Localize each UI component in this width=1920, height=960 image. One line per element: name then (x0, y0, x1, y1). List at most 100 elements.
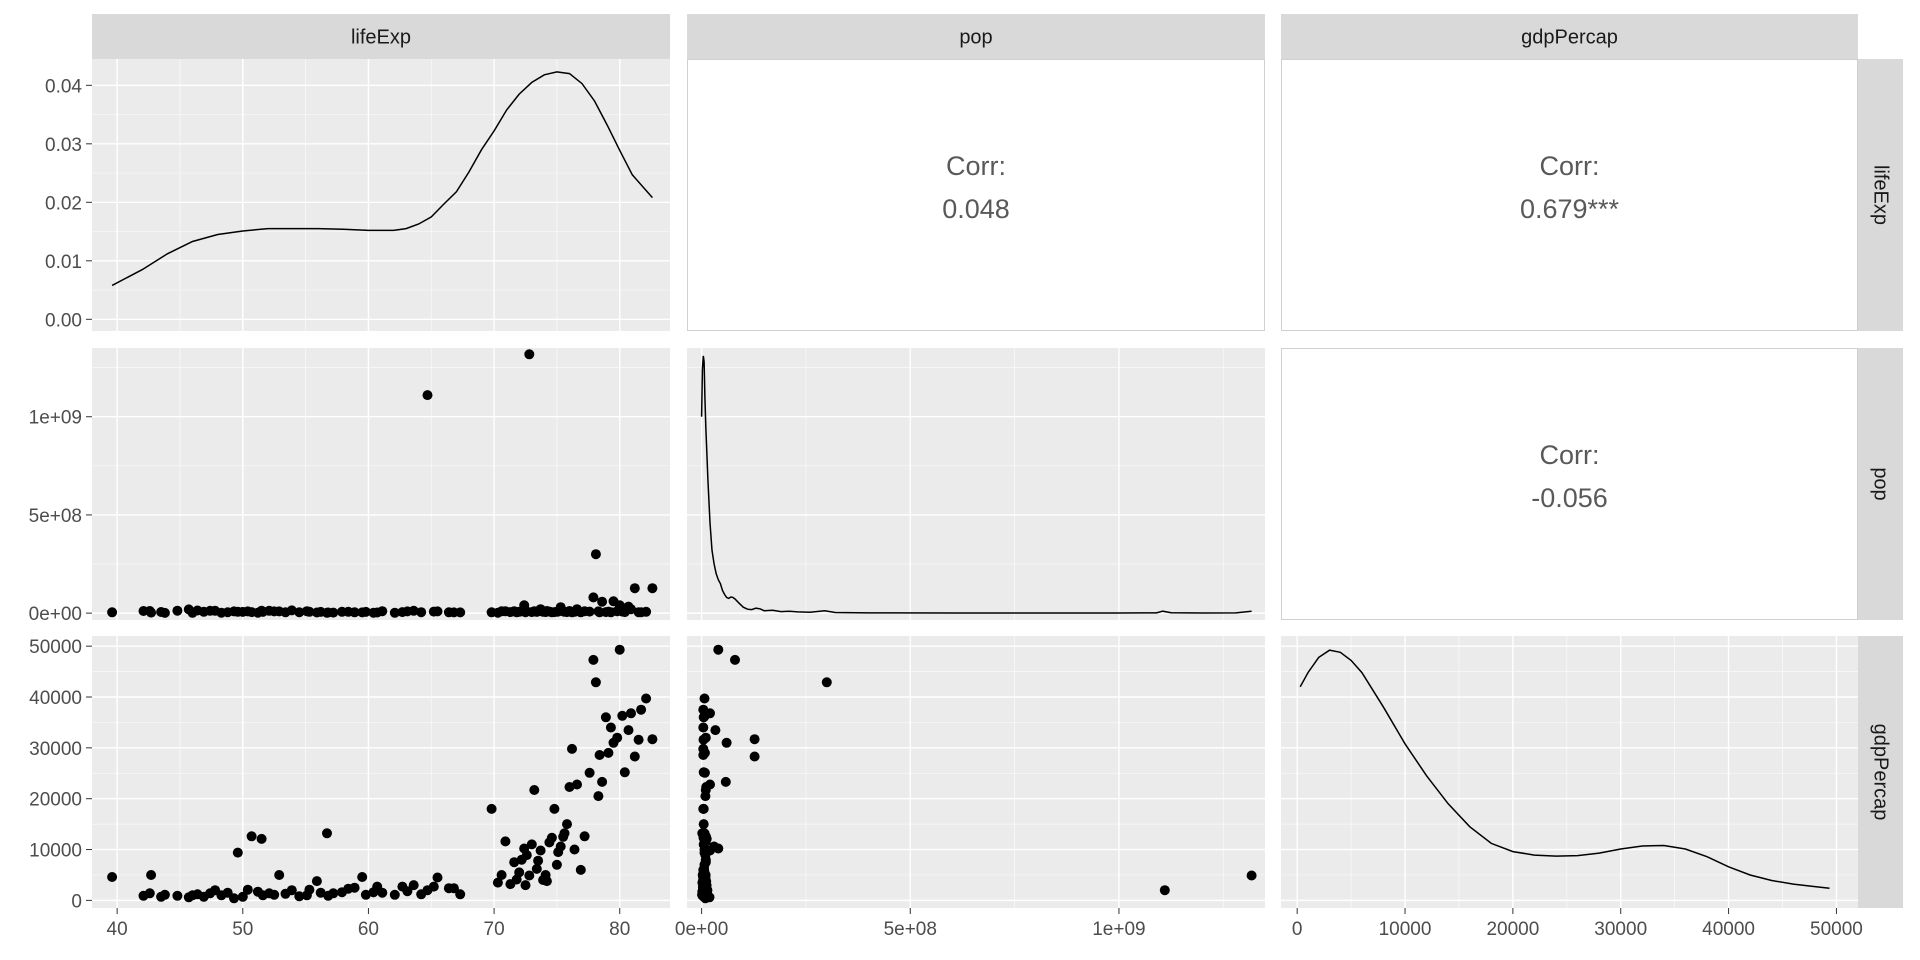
point (432, 606, 443, 617)
point (496, 870, 507, 880)
point (294, 891, 305, 902)
point (605, 722, 616, 733)
point (698, 722, 709, 733)
point (524, 870, 535, 881)
point (531, 863, 542, 874)
point (594, 750, 605, 760)
point (701, 876, 712, 887)
density-curve-lifeExp (111, 71, 653, 287)
point (402, 886, 413, 897)
point (286, 885, 297, 896)
panel-lifeExp-gdpPercap: Corr: 0.679*** (1281, 59, 1858, 331)
x-tick-label: 40000 (1702, 919, 1755, 940)
point (144, 888, 155, 899)
point (304, 884, 315, 895)
point (360, 889, 371, 900)
point (821, 677, 832, 688)
x-tick-label: 70 (484, 919, 505, 940)
point (269, 889, 280, 900)
x-axis-lifeExp: 40 50 60 70 80 (107, 908, 630, 940)
y-axis-gdpPercap: 0 10000 20000 30000 40000 50000 (29, 637, 92, 912)
panel-lifeExp-pop: Corr: 0.048 (687, 59, 1265, 331)
point (551, 859, 562, 870)
point (349, 882, 360, 893)
corr-label: Corr: (1540, 151, 1600, 181)
point (529, 785, 540, 795)
point (626, 604, 636, 615)
point (486, 803, 497, 814)
point (229, 893, 239, 904)
point (698, 864, 709, 875)
y-tick-label: 0.02 (45, 193, 82, 214)
x-tick-label: 50000 (1810, 919, 1863, 940)
point (626, 708, 636, 719)
panel-pop-pop (687, 348, 1265, 620)
point (647, 583, 658, 594)
y-tick-label: 0e+00 (29, 604, 82, 625)
point (107, 607, 118, 618)
x-tick-label: 0 (1292, 919, 1303, 940)
point (698, 889, 709, 900)
point (357, 872, 368, 882)
point (328, 607, 339, 618)
point (698, 767, 709, 778)
point (584, 767, 595, 778)
y-tick-label: 0 (71, 891, 82, 912)
point (286, 605, 297, 616)
point (590, 677, 601, 688)
x-tick-label: 80 (609, 919, 630, 940)
y-tick-label: 10000 (29, 841, 82, 862)
point (567, 743, 577, 754)
point (146, 870, 157, 880)
point (514, 867, 525, 878)
point (713, 644, 724, 655)
point (749, 734, 760, 745)
y-tick-label: 5e+08 (29, 506, 82, 527)
point (526, 839, 537, 850)
point (562, 819, 572, 830)
point (600, 712, 611, 723)
y-tick-label: 40000 (29, 688, 82, 709)
strip-top-label: lifeExp (351, 27, 411, 49)
y-tick-label: 0.04 (45, 76, 82, 97)
point (749, 751, 760, 762)
point (322, 828, 332, 839)
corr-label: Corr: (1540, 440, 1600, 470)
point (575, 864, 586, 875)
point (720, 776, 731, 787)
corr-value: -0.056 (1531, 483, 1608, 513)
point (455, 607, 466, 618)
strip-right-label: pop (1870, 467, 1892, 500)
strip-top-gdpPercap: gdpPercap (1281, 14, 1858, 59)
point (641, 606, 652, 617)
point (428, 881, 439, 892)
y-tick-label: 30000 (29, 739, 82, 760)
strip-right-pop: pop (1858, 348, 1903, 620)
point (569, 844, 580, 855)
point (159, 889, 170, 900)
point (360, 606, 371, 617)
point (1159, 885, 1170, 896)
y-tick-label: 1e+09 (29, 408, 82, 429)
y-tick-label: 0.03 (45, 135, 82, 156)
panel-pop-lifeExp (92, 348, 670, 620)
panel-gdpPercap-pop (687, 636, 1265, 908)
point (629, 751, 640, 762)
point (641, 693, 652, 704)
point (597, 776, 608, 787)
point (294, 607, 305, 618)
point (232, 847, 243, 858)
point (448, 883, 459, 894)
point (597, 596, 608, 607)
point (579, 831, 590, 842)
corr-label: Corr: (946, 151, 1006, 181)
y-tick-label: 0.01 (45, 252, 82, 273)
point (328, 888, 339, 899)
point (698, 704, 709, 715)
point (237, 891, 248, 902)
point (389, 889, 400, 900)
point (584, 606, 595, 617)
panel-gdpPercap-lifeExp (92, 636, 670, 908)
x-tick-label: 0e+00 (675, 919, 728, 940)
